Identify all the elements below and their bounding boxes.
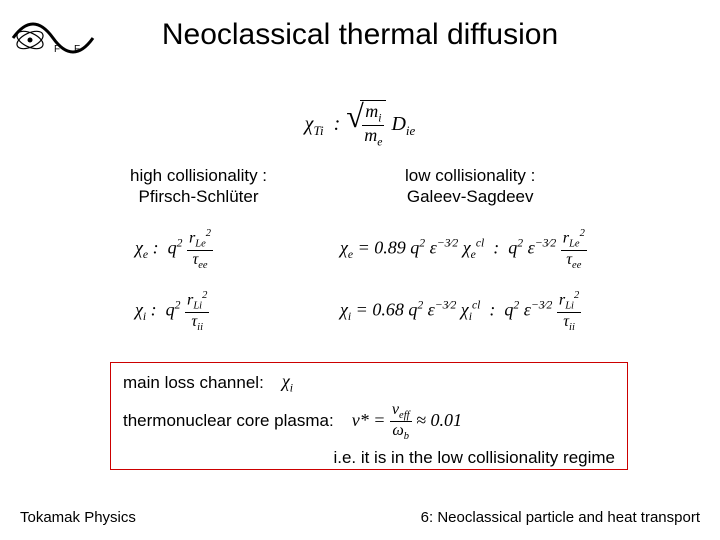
page-title: Neoclassical thermal diffusion bbox=[0, 18, 720, 52]
col-right-line1: low collisionality : bbox=[405, 165, 535, 186]
footer-left: Tokamak Physics bbox=[20, 509, 136, 526]
col-left-line1: high collisionality : bbox=[130, 165, 267, 186]
column-header-high-collisionality: high collisionality : Pfirsch-Schlüter bbox=[130, 165, 267, 208]
equation-chi-ti: χTi : mime Die bbox=[0, 100, 720, 149]
box-conclusion: i.e. it is in the low collisionality reg… bbox=[123, 448, 615, 468]
core-plasma-label: thermonuclear core plasma: bbox=[123, 411, 334, 431]
summary-box: main loss channel: χi thermonuclear core… bbox=[110, 362, 628, 470]
core-plasma-eq: ν* = νeffωb ≈ 0.01 bbox=[352, 401, 462, 443]
box-row-main-loss: main loss channel: χi bbox=[123, 371, 615, 395]
main-loss-eq: χi bbox=[282, 371, 293, 395]
column-header-low-collisionality: low collisionality : Galeev-Sagdeev bbox=[405, 165, 535, 208]
equation-chi-i-low: χi = 0.68 q2 ε−3⁄2 χicl : q2 ε−3⁄2 rLi2τ… bbox=[340, 290, 581, 333]
equation-chi-i-high: χi : q2 rLi2τii bbox=[135, 290, 209, 333]
box-row-core-plasma: thermonuclear core plasma: ν* = νeffωb ≈… bbox=[123, 401, 615, 443]
equation-chi-e-low: χe = 0.89 q2 ε−3⁄2 χecl : q2 ε−3⁄2 rLe2τ… bbox=[340, 228, 587, 271]
col-right-line2: Galeev-Sagdeev bbox=[405, 186, 535, 207]
equation-chi-e-high: χe : q2 rLe2τee bbox=[135, 228, 213, 271]
footer-right: 6: Neoclassical particle and heat transp… bbox=[421, 509, 700, 526]
main-loss-label: main loss channel: bbox=[123, 373, 264, 393]
col-left-line2: Pfirsch-Schlüter bbox=[130, 186, 267, 207]
